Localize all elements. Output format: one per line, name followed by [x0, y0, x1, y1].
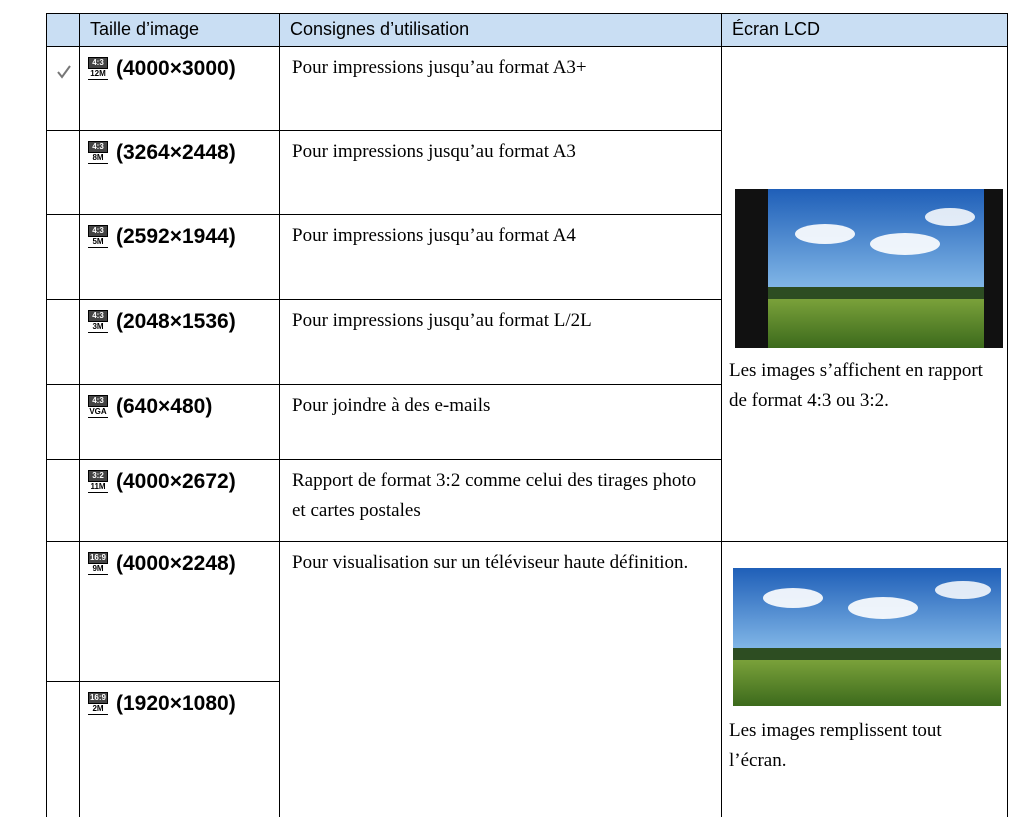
- icon-ratio: 16:9: [88, 552, 108, 564]
- cell: [79, 299, 280, 385]
- lcd-image-4-3: [735, 189, 1003, 348]
- cell: [46, 299, 80, 385]
- check-icon: [57, 65, 71, 79]
- icon-ratio: 4:3: [88, 310, 108, 322]
- icon-ratio: 4:3: [88, 141, 108, 153]
- image-size: (4000×2248): [116, 552, 236, 575]
- cell: [279, 130, 722, 215]
- cell: [279, 459, 722, 542]
- size-icon: 4:3 3M: [88, 310, 108, 333]
- icon-size: 8M: [88, 153, 108, 164]
- cell: [46, 214, 80, 300]
- cell: [79, 214, 280, 300]
- usage-text: Pour impressions jusqu’au format A4: [292, 225, 576, 246]
- lcd-caption: Les images s’affichent en rapport de for…: [729, 360, 983, 411]
- image-size: (2592×1944): [116, 225, 236, 248]
- usage-text: Pour visualisation sur un téléviseur hau…: [292, 552, 689, 573]
- cell: [46, 681, 80, 817]
- usage-text: Pour impressions jusqu’au format A3: [292, 141, 576, 162]
- icon-size: 5M: [88, 237, 108, 248]
- icon-size: 12M: [88, 69, 108, 80]
- usage-text: Pour joindre à des e-mails: [292, 395, 491, 416]
- cell: [79, 384, 280, 460]
- icon-ratio: 3:2: [88, 470, 108, 482]
- usage-text: Pour impressions jusqu’au format L/2L: [292, 310, 592, 331]
- icon-size: VGA: [88, 407, 108, 418]
- usage-text: Rapport de format 3:2 comme celui des ti…: [292, 470, 697, 521]
- lcd-image-16-9: [733, 568, 1001, 706]
- cell: [46, 130, 80, 215]
- cell: [279, 384, 722, 460]
- size-icon: 3:2 11M: [88, 470, 108, 493]
- icon-size: 11M: [88, 482, 108, 493]
- cell: [46, 46, 80, 131]
- size-icon: 4:3 12M: [88, 57, 108, 80]
- icon-ratio: 4:3: [88, 225, 108, 237]
- icon-ratio: 4:3: [88, 57, 108, 69]
- cell: [279, 299, 722, 385]
- cell: [46, 459, 80, 542]
- cell: [279, 46, 722, 131]
- cell: [79, 459, 280, 542]
- cell: [79, 541, 280, 682]
- cell: [46, 541, 80, 682]
- size-icon: 4:3 8M: [88, 141, 108, 164]
- image-size: (4000×2672): [116, 470, 236, 493]
- cell: [79, 46, 280, 131]
- image-size: (1920×1080): [116, 692, 236, 715]
- size-icon: 4:3 5M: [88, 225, 108, 248]
- size-icon: 16:9 9M: [88, 552, 108, 575]
- icon-size: 9M: [88, 564, 108, 575]
- image-size: (2048×1536): [116, 310, 236, 333]
- image-size: (640×480): [116, 395, 213, 418]
- size-icon: 4:3 VGA: [88, 395, 108, 418]
- icon-size: 3M: [88, 322, 108, 333]
- header-cell: Écran LCD: [721, 13, 1008, 47]
- image-size: (4000×3000): [116, 57, 236, 80]
- header-cell: [46, 13, 80, 47]
- icon-ratio: 16:9: [88, 692, 108, 704]
- cell: [46, 384, 80, 460]
- cell: [279, 541, 722, 817]
- cell: [79, 681, 280, 817]
- header-cell: Consignes d’utilisation: [279, 13, 722, 47]
- image-size: (3264×2448): [116, 141, 236, 164]
- icon-size: 2M: [88, 704, 108, 715]
- header-cell: Taille d’image: [79, 13, 280, 47]
- usage-text: Pour impressions jusqu’au format A3+: [292, 57, 587, 78]
- cell: [79, 130, 280, 215]
- cell: [279, 214, 722, 300]
- icon-ratio: 4:3: [88, 395, 108, 407]
- size-icon: 16:9 2M: [88, 692, 108, 715]
- lcd-caption: Les images remplissent tout l’écran.: [729, 720, 942, 771]
